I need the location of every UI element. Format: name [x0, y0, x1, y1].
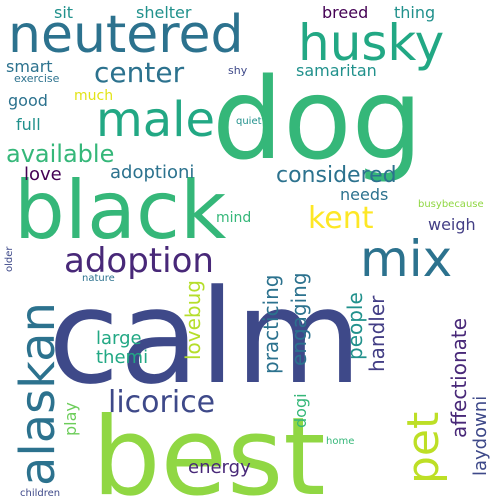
cloud-word: mix — [360, 230, 452, 288]
cloud-word: needs — [340, 185, 388, 204]
cloud-word: children — [20, 488, 60, 499]
cloud-word: adoptioni — [110, 162, 194, 183]
cloud-word: large — [96, 328, 142, 349]
cloud-word: husky — [298, 14, 444, 72]
cloud-word: kent — [308, 201, 374, 236]
cloud-word: full — [16, 115, 41, 134]
cloud-word: samaritan — [296, 61, 377, 80]
cloud-word: exercise — [14, 72, 60, 85]
cloud-word: practicing — [259, 275, 283, 375]
cloud-word: pet — [398, 412, 449, 484]
cloud-word: neutered — [8, 5, 244, 65]
cloud-word: smart — [6, 57, 53, 76]
cloud-word: engaging — [287, 272, 311, 366]
cloud-word: breed — [322, 3, 368, 22]
cloud-word: older — [4, 246, 15, 272]
cloud-word: busybecause — [418, 199, 484, 210]
cloud-word: dog — [212, 55, 423, 185]
cloud-word: handler — [365, 295, 389, 372]
cloud-word: center — [94, 56, 185, 89]
cloud-word: dogi — [291, 393, 310, 428]
cloud-word: play — [61, 402, 80, 436]
cloud-word: much — [74, 88, 113, 104]
cloud-word: considered — [276, 163, 397, 188]
cloud-word: love — [24, 164, 62, 185]
cloud-word: affectionate — [447, 318, 471, 438]
cloud-word: licorice — [108, 385, 215, 420]
cloud-word: male — [96, 92, 215, 148]
cloud-word: weigh — [428, 215, 476, 234]
cloud-word: best — [92, 395, 326, 500]
cloud-word: black — [14, 164, 227, 257]
cloud-word: shelter — [136, 3, 192, 22]
cloud-word: lovebug — [181, 280, 205, 360]
cloud-word: thing — [394, 3, 435, 22]
cloud-word: home — [326, 436, 354, 447]
cloud-word: mind — [216, 210, 251, 226]
cloud-word: available — [6, 140, 114, 168]
cloud-word: alaskan — [10, 302, 66, 486]
cloud-word: laydowni — [470, 396, 491, 476]
cloud-word: themi — [96, 347, 148, 368]
cloud-word: calm — [48, 261, 362, 413]
cloud-word: shy — [228, 64, 248, 77]
cloud-word: energy — [188, 457, 251, 478]
cloud-word: sit — [54, 3, 73, 22]
cloud-word: good — [8, 91, 48, 110]
cloud-word: nature — [82, 273, 115, 284]
cloud-word: adoption — [64, 241, 214, 281]
cloud-word: people — [343, 292, 367, 360]
cloud-word: quiet — [236, 116, 262, 127]
